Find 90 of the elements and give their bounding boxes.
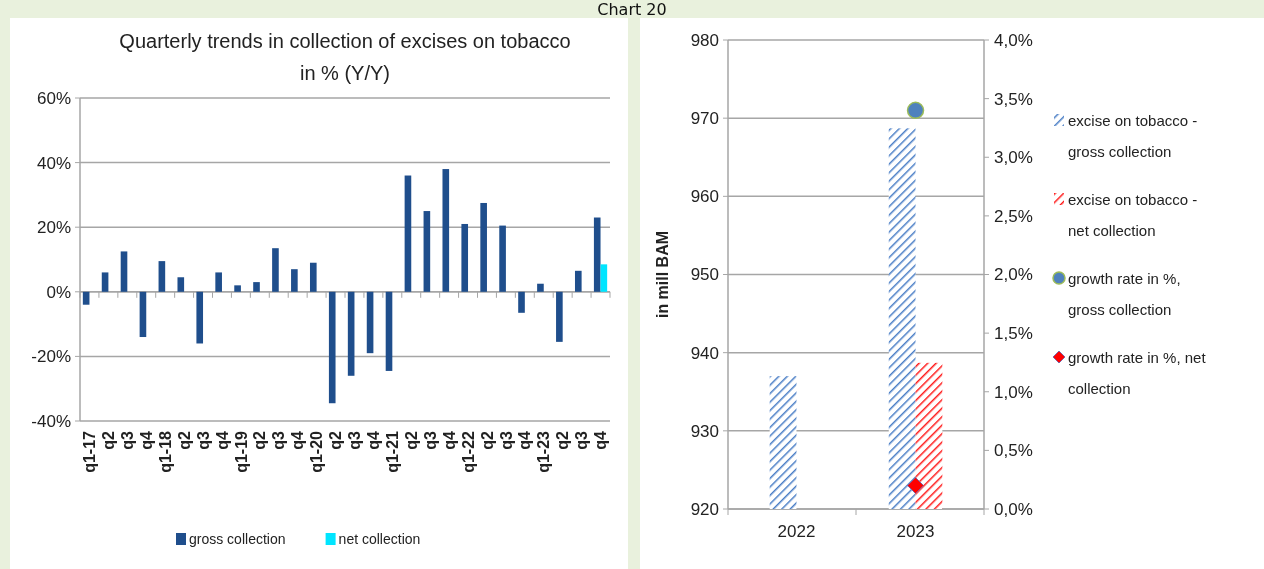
bar [120,251,128,292]
bar [600,264,608,292]
bar [101,272,109,292]
y2-tick-label: 3,5% [994,89,1033,109]
legend-label: gross collection [189,531,286,547]
y-tick-label: 940 [690,343,719,363]
bar [215,272,222,292]
bar [309,262,317,292]
x-tick-label: q4 [137,430,155,450]
bar [177,277,185,292]
x-tick-label: q3 [421,430,439,450]
y2-tick-label: 2,5% [994,206,1033,226]
bar [499,225,506,292]
y-tick-label: -20% [31,347,71,367]
x-tick-label: q4 [440,430,458,450]
x-tick-label: q3 [118,430,136,450]
x-tick-label: q3 [573,430,591,450]
bar [328,291,336,404]
x-tick-label: q1-17 [81,430,99,473]
bar [480,202,487,292]
bar [593,217,601,292]
x-tick-label: q2 [327,430,345,450]
x-tick-label: q1-22 [459,430,477,473]
x-tick-label: q1-18 [156,430,174,473]
y-tick-label: 20% [36,218,71,238]
bar [556,291,563,342]
x-tick-label: q2 [402,430,420,450]
y-tick-label: 930 [690,421,719,441]
bar [272,248,279,292]
y-tick-label: 970 [690,109,719,129]
bar [461,223,469,292]
x-tick-label: q1-20 [308,430,326,473]
y-tick-label: 0% [46,282,71,302]
bar [82,291,90,305]
y2-tick-label: 3,0% [994,148,1033,168]
bar [253,282,260,292]
x-tick-label: q3 [346,430,364,450]
x-tick-label: q3 [270,430,288,450]
bar [366,291,374,354]
x-tick-label: q4 [592,430,610,450]
y-tick-label: 40% [36,153,71,173]
chart-title: Quarterly trends in collection of excises on tobacco in % (Y/Y) [119,30,571,84]
legend-label: growth rate in %, gross collection [1068,270,1181,318]
y-axis-title: in mill BAM [654,230,671,319]
x-tick-label: q1-19 [232,430,250,473]
y-tick-label: 980 [690,30,719,50]
bar [385,291,393,371]
y-tick-label: 60% [36,88,71,108]
y-tick-label: 950 [690,265,719,285]
bar [139,291,147,338]
x-tick-label: q2 [478,430,496,450]
bar [347,291,355,376]
y2-tick-label: 2,0% [994,265,1033,285]
bar [234,285,241,292]
y2-tick-label: 1,5% [994,324,1033,344]
y-tick-label: 920 [690,499,719,519]
x-tick-label: q4 [364,430,382,450]
legend-label: excise on tobacco - net collection [1068,191,1198,239]
y2-tick-label: 1,0% [994,382,1033,402]
y2-tick-label: 4,0% [994,30,1033,50]
y-tick-label: -40% [31,411,71,431]
x-tick-label: q4 [289,430,307,450]
bar [158,261,166,292]
x-tick-label: q2 [175,430,193,450]
x-tick-label: q4 [516,430,534,450]
bar [574,270,582,292]
x-tick-label: q3 [194,430,212,450]
bar [404,175,412,292]
legend-label: growth rate in %, net collection [1068,349,1207,397]
bar [537,283,544,292]
caption: Chart 20 [597,0,667,19]
bar [518,291,525,313]
x-tick-label: 2023 [896,522,935,541]
x-tick-label: q2 [99,430,117,450]
legend-label: net collection [338,531,421,547]
bar [423,211,431,292]
x-tick-label: q1-23 [535,430,553,473]
legend-label: excise on tobacco - gross collection [1068,112,1198,160]
x-tick-label: q2 [251,430,269,450]
bar [196,291,204,344]
x-tick-label: q4 [213,430,231,450]
bar [291,269,298,292]
y2-tick-label: 0,0% [994,499,1033,519]
y-tick-label: 960 [690,187,719,207]
bar [442,169,450,292]
x-tick-label: q1-21 [383,430,401,473]
x-tick-label: q3 [497,430,515,450]
y2-tick-label: 0,5% [994,441,1033,461]
x-tick-label: 2022 [777,522,816,541]
x-tick-label: q2 [554,430,572,450]
